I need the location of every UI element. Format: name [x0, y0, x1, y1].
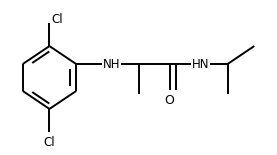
- Text: Cl: Cl: [44, 136, 55, 149]
- Text: Cl: Cl: [52, 13, 63, 26]
- Text: HN: HN: [192, 58, 210, 71]
- Text: NH: NH: [103, 58, 120, 71]
- Text: O: O: [165, 94, 175, 107]
